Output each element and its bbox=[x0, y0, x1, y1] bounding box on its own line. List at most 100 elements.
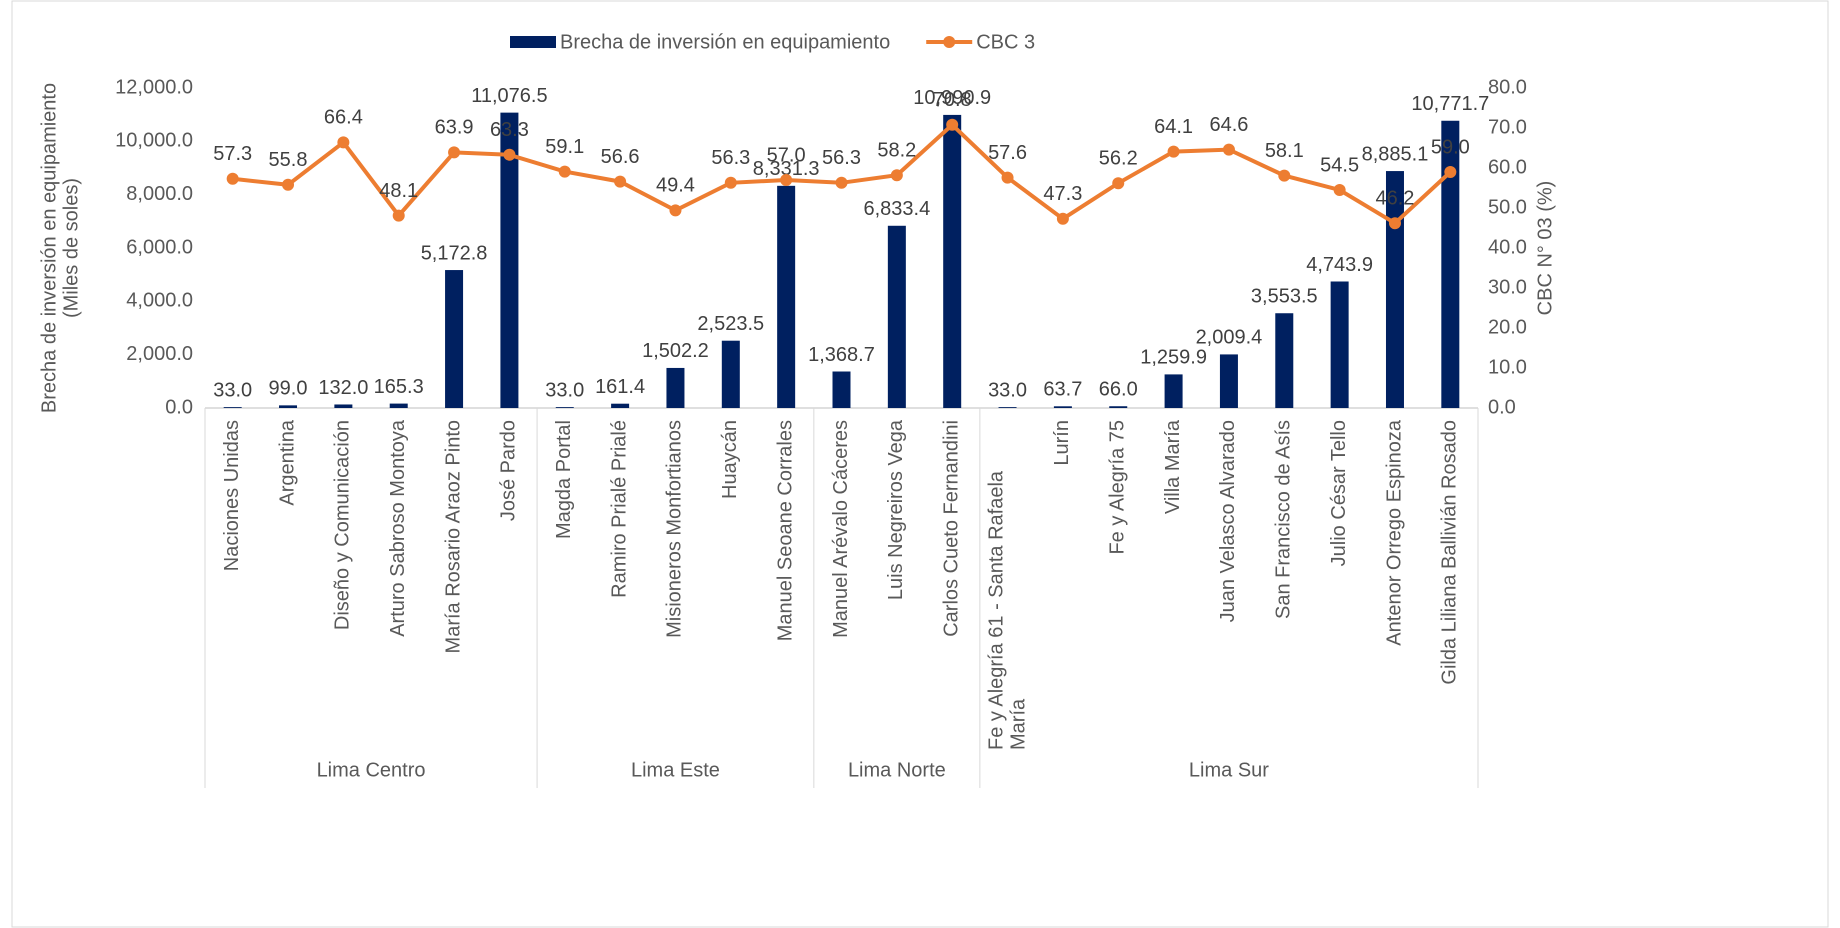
line-marker bbox=[226, 172, 239, 185]
x-tick-label: San Francisco de Asís bbox=[1273, 420, 1295, 619]
bar bbox=[777, 185, 796, 408]
legend-label: CBC 3 bbox=[976, 31, 1035, 53]
line-marker bbox=[1222, 143, 1235, 156]
x-tick-label: María Rosario Araoz Pinto bbox=[442, 420, 464, 653]
line-marker bbox=[614, 175, 627, 188]
line-value-label: 56.6 bbox=[601, 146, 640, 168]
y-tick-label: 12,000.0 bbox=[115, 76, 193, 98]
bar-value-label: 5,172.8 bbox=[421, 242, 488, 264]
bar-value-label: 33.0 bbox=[988, 379, 1027, 401]
bar-value-label: 6,833.4 bbox=[863, 198, 930, 220]
line-value-label: 59.0 bbox=[1431, 136, 1470, 158]
x-tick-label: Naciones Unidas bbox=[221, 420, 243, 571]
y2-tick-label: 30.0 bbox=[1488, 276, 1527, 298]
bar bbox=[445, 270, 464, 408]
bar-value-label: 2,523.5 bbox=[697, 313, 764, 335]
x-tick-label: Fe y Alegría 61 - Santa RafaelaMaría bbox=[986, 470, 1030, 750]
bar-value-label: 3,553.5 bbox=[1251, 286, 1318, 308]
line-marker bbox=[282, 178, 295, 191]
y-tick-label: 0.0 bbox=[165, 396, 193, 418]
bar bbox=[1164, 374, 1183, 408]
line-value-label: 46.2 bbox=[1376, 187, 1415, 209]
line-marker bbox=[1444, 166, 1457, 178]
y-tick-label: 2,000.0 bbox=[126, 343, 193, 365]
line-marker bbox=[1056, 212, 1069, 225]
group-label: Lima Sur bbox=[1189, 759, 1269, 781]
y-tick-label: 4,000.0 bbox=[126, 290, 193, 312]
line-value-label: 56.2 bbox=[1099, 147, 1138, 169]
bar-value-label: 1,502.2 bbox=[642, 340, 709, 362]
line-marker bbox=[392, 209, 405, 222]
bar-value-label: 11,076.5 bbox=[471, 85, 547, 107]
bar bbox=[555, 407, 574, 408]
y2-axis-title: CBC N° 03 (%) bbox=[1534, 181, 1556, 316]
line-marker bbox=[448, 146, 461, 159]
line-value-label: 58.2 bbox=[877, 139, 916, 161]
x-tick-label: Huaycán bbox=[719, 420, 741, 499]
bar-value-label: 165.3 bbox=[374, 376, 424, 398]
line-value-label: 64.1 bbox=[1154, 116, 1193, 138]
line-value-label: 49.4 bbox=[656, 175, 695, 197]
bar-value-label: 8,331.3 bbox=[753, 158, 820, 180]
bar-value-label: 1,259.9 bbox=[1140, 347, 1207, 369]
y2-tick-label: 0.0 bbox=[1488, 396, 1516, 418]
y2-tick-label: 70.0 bbox=[1488, 116, 1527, 138]
bar bbox=[1330, 281, 1349, 408]
x-tick-label: Misioneros Monfortianos bbox=[664, 420, 686, 638]
line-marker bbox=[1388, 217, 1401, 230]
line-value-label: 70.8 bbox=[933, 89, 972, 111]
x-tick-label: Arturo Sabroso Montoya bbox=[387, 419, 409, 637]
x-tick-label: Juan Velasco Alvarado bbox=[1217, 420, 1239, 622]
line-marker bbox=[1167, 145, 1180, 158]
bar bbox=[223, 407, 242, 408]
line-marker bbox=[669, 204, 682, 217]
line-marker bbox=[1333, 184, 1346, 196]
bar-value-label: 132.0 bbox=[318, 377, 368, 399]
bar bbox=[1109, 406, 1128, 408]
line-value-label: 64.6 bbox=[1209, 114, 1248, 136]
x-tick-label: Diseño y Comunicación bbox=[332, 420, 354, 630]
line-marker bbox=[780, 174, 793, 186]
bar bbox=[832, 371, 851, 408]
bar bbox=[666, 367, 685, 408]
x-tick-label: Lurín bbox=[1051, 420, 1073, 466]
x-tick-label: Carlos Cueto Fernandini bbox=[940, 420, 962, 637]
bar bbox=[1441, 120, 1460, 408]
bar-value-label: 4,743.9 bbox=[1306, 254, 1373, 276]
x-tick-label: Magda Portal bbox=[553, 420, 575, 539]
line-value-label: 57.6 bbox=[988, 142, 1027, 164]
x-tick-label: Fe y Alegría 75 bbox=[1107, 420, 1129, 555]
y2-tick-label: 60.0 bbox=[1488, 156, 1527, 178]
line-value-label: 59.1 bbox=[545, 136, 584, 158]
line-value-label: 47.3 bbox=[1043, 183, 1082, 205]
line-value-label: 57.3 bbox=[213, 143, 252, 165]
legend-marker bbox=[943, 36, 956, 48]
x-tick-label: Ramiro Prialé Prialé bbox=[608, 420, 630, 598]
line-marker bbox=[1112, 177, 1125, 190]
line-marker bbox=[1001, 171, 1014, 184]
bar bbox=[1053, 406, 1072, 408]
x-tick-label-line: María bbox=[1008, 698, 1030, 750]
line-marker bbox=[1278, 169, 1291, 182]
line-value-label: 56.3 bbox=[822, 147, 861, 169]
bar bbox=[1275, 313, 1294, 408]
group-label: Lima Norte bbox=[848, 759, 946, 781]
bar bbox=[279, 405, 298, 408]
bar bbox=[998, 407, 1017, 408]
line-marker bbox=[337, 136, 350, 149]
bar-value-label: 10,771.7 bbox=[1411, 93, 1489, 115]
bar-value-label: 66.0 bbox=[1099, 379, 1138, 401]
line-value-label: 63.9 bbox=[435, 117, 474, 139]
x-tick-label: Julio César Tello bbox=[1328, 420, 1350, 566]
bar-value-label: 10,990.9 bbox=[913, 87, 991, 109]
group-label: Lima Centro bbox=[317, 759, 426, 781]
bar-value-label: 8,885.1 bbox=[1362, 143, 1429, 165]
line-marker bbox=[835, 176, 848, 189]
y2-tick-label: 80.0 bbox=[1488, 76, 1527, 98]
line-value-label: 54.5 bbox=[1320, 154, 1359, 176]
x-tick-label: Manuel Arévalo Cáceres bbox=[830, 420, 852, 638]
line-marker bbox=[946, 118, 959, 131]
x-tick-label: José Pardo bbox=[498, 420, 520, 521]
x-tick-label-line: Fe y Alegría 61 - Santa Rafaela bbox=[986, 470, 1008, 750]
